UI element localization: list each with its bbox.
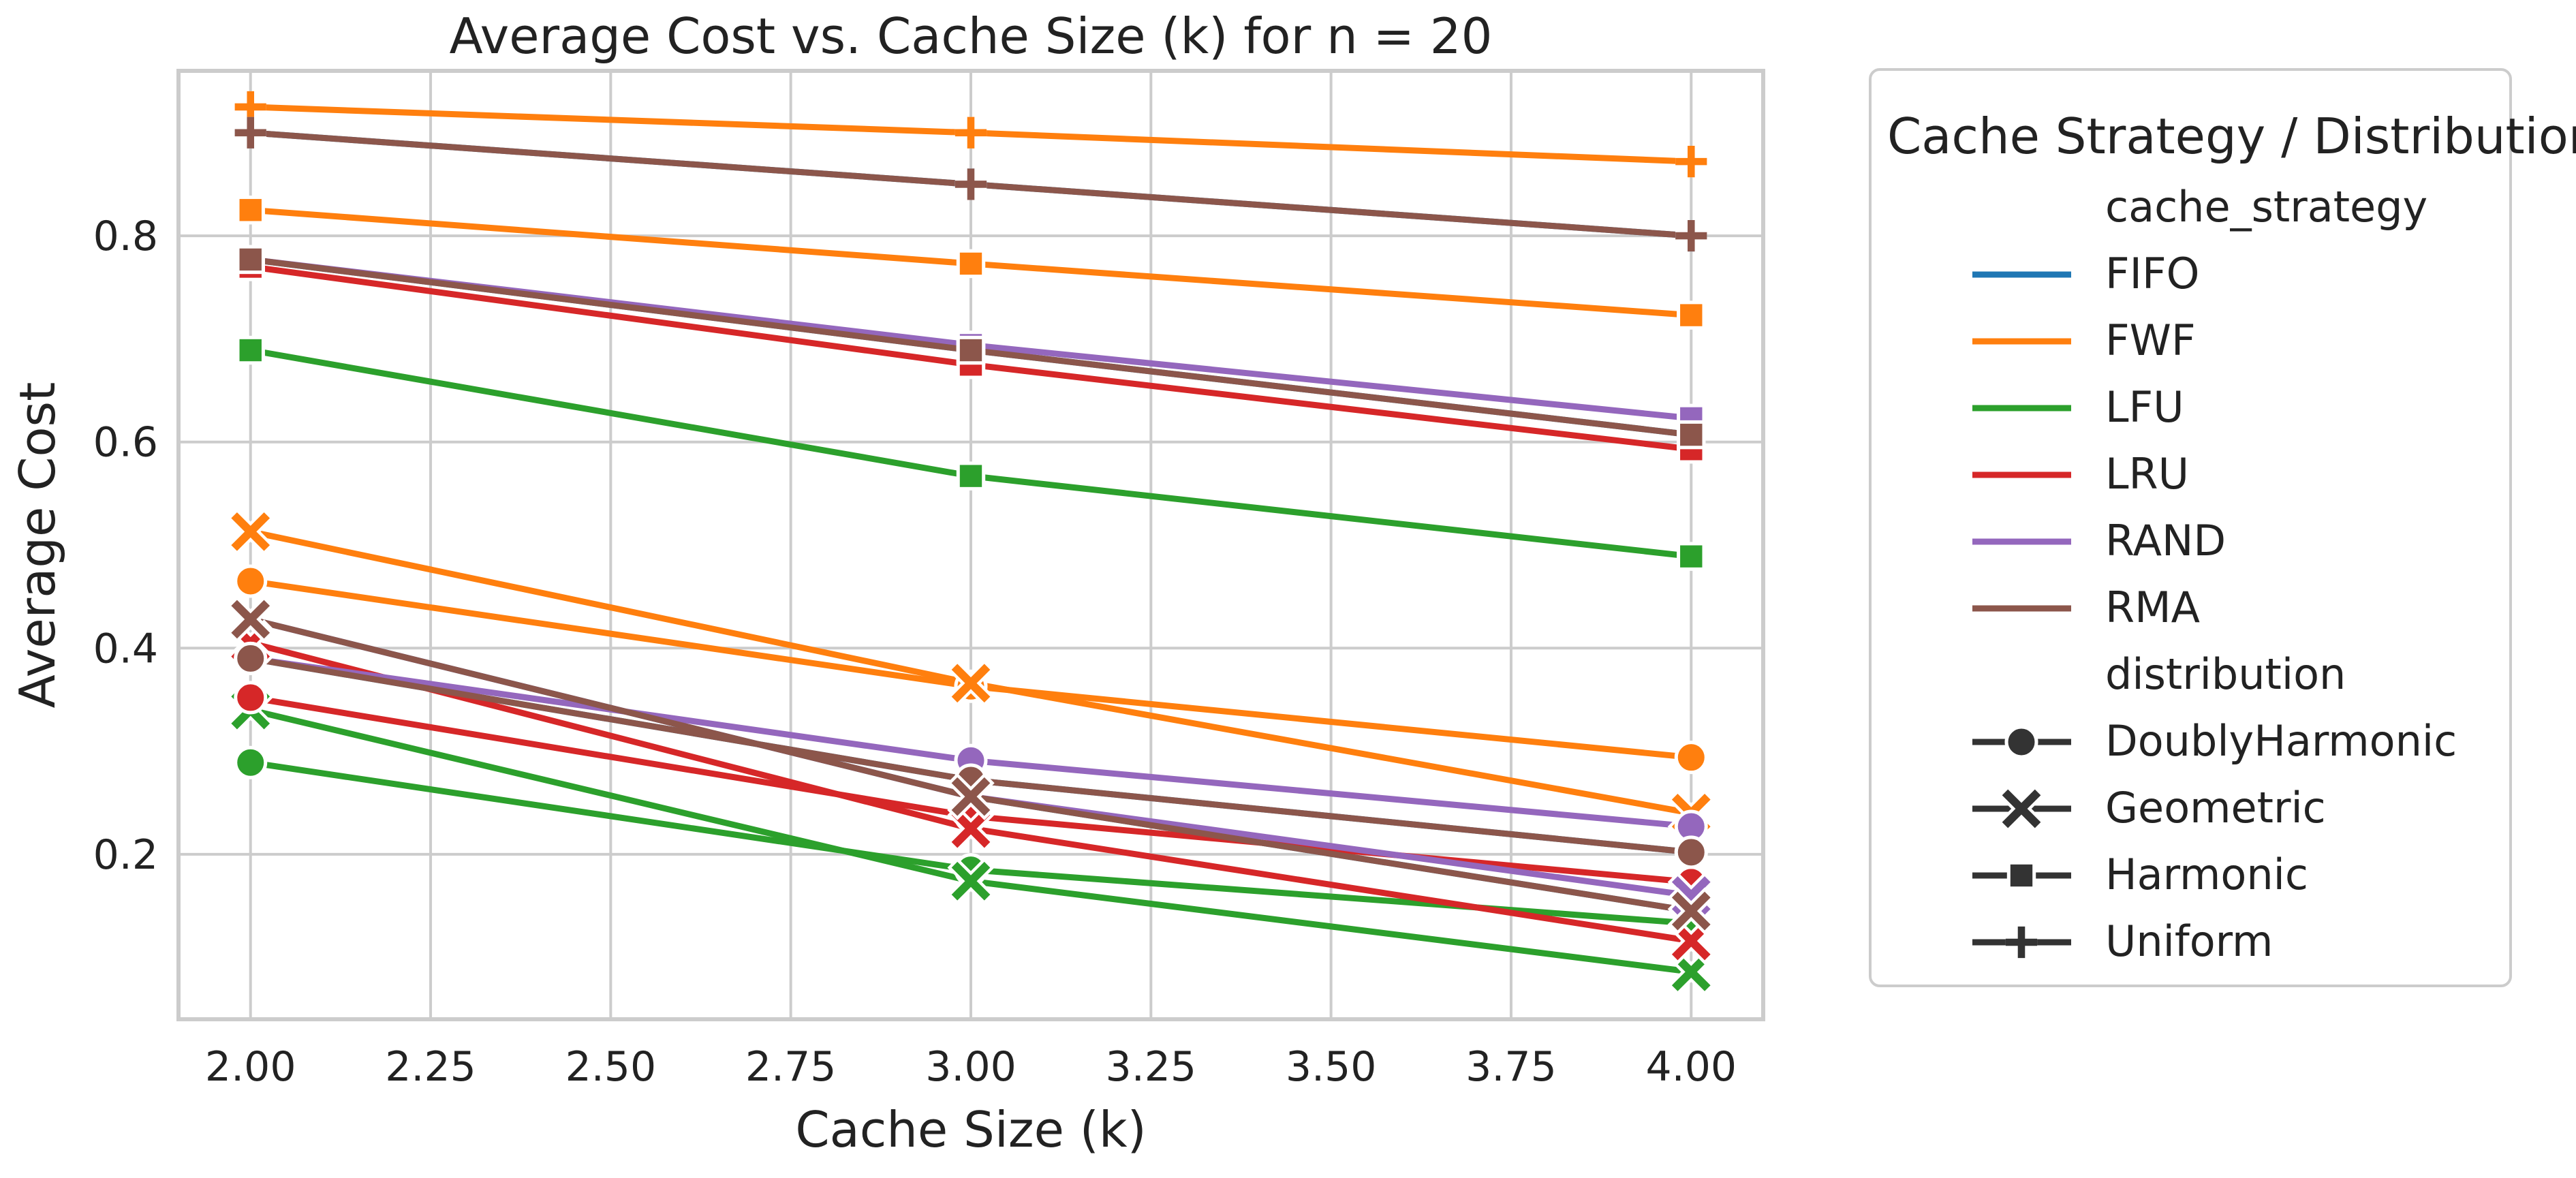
data-point-rma-doublyharmonic bbox=[234, 641, 268, 675]
series-markers bbox=[227, 91, 1715, 995]
legend-label-lfu: LFU bbox=[2105, 382, 2184, 432]
legend-marker-uniform bbox=[2005, 926, 2038, 959]
data-point-rma-geometric bbox=[947, 773, 995, 820]
data-point-rma-geometric bbox=[227, 595, 275, 643]
data-point-lfu-harmonic bbox=[1677, 542, 1706, 571]
legend-title: Cache Strategy / Distribution bbox=[1887, 108, 2576, 165]
data-point-fwf-doublyharmonic bbox=[1674, 741, 1708, 775]
y-axis-label: Average Cost bbox=[9, 382, 66, 709]
legend-items: cache_strategy FIFO FWF LFU LRU RAND RMA distri… bbox=[1972, 182, 2457, 966]
legend-label-fwf: FWF bbox=[2105, 315, 2196, 365]
legend-label-harmonic: Harmonic bbox=[2105, 850, 2308, 899]
data-point-rma-harmonic bbox=[1677, 420, 1706, 450]
x-tick-label: 2.50 bbox=[565, 1043, 657, 1091]
legend-frame bbox=[1869, 68, 2512, 987]
y-tick-label: 0.4 bbox=[93, 625, 158, 672]
legend-label-rand: RAND bbox=[2105, 516, 2226, 565]
x-tick-labels: 2.00 2.25 2.50 2.75 3.00 3.25 3.50 3.75 4.00 bbox=[205, 1043, 1737, 1091]
data-point-lfu-geometric bbox=[1667, 948, 1715, 995]
data-point-rma-harmonic bbox=[236, 245, 265, 275]
data-point-rma-uniform bbox=[955, 168, 987, 200]
data-point-fwf-uniform bbox=[1675, 146, 1707, 178]
data-point-rma-uniform bbox=[234, 117, 266, 149]
data-point-fwf-harmonic bbox=[236, 196, 265, 225]
y-tick-labels: 0.2 0.4 0.6 0.8 bbox=[93, 213, 158, 879]
data-point-lru-geometric bbox=[1667, 917, 1715, 965]
data-point-rma-geometric bbox=[1667, 887, 1715, 935]
x-tick-label: 2.75 bbox=[745, 1043, 837, 1091]
x-tick-label: 3.75 bbox=[1465, 1043, 1557, 1091]
legend-label-doublyharmonic: DoublyHarmonic bbox=[2105, 716, 2457, 766]
data-point-lru-geometric bbox=[947, 805, 995, 852]
legend-marker-doublyharmonic bbox=[2004, 725, 2038, 759]
legend-marker-harmonic bbox=[2006, 861, 2036, 890]
y-tick-label: 0.8 bbox=[93, 213, 158, 260]
legend-label-uniform: Uniform bbox=[2105, 916, 2273, 966]
x-tick-label: 4.00 bbox=[1645, 1043, 1737, 1091]
data-point-lfu-harmonic bbox=[236, 335, 265, 365]
legend-label-fifo: FIFO bbox=[2105, 249, 2199, 298]
legend: Cache Strategy / Distribution cache_stra… bbox=[1869, 68, 2576, 987]
x-tick-label: 3.50 bbox=[1286, 1043, 1377, 1091]
data-point-fwf-geometric bbox=[947, 660, 995, 707]
data-point-rma-doublyharmonic bbox=[1674, 835, 1708, 869]
data-point-rma-harmonic bbox=[956, 335, 986, 365]
data-point-lfu-harmonic bbox=[956, 461, 986, 491]
data-point-lfu-geometric bbox=[947, 857, 995, 905]
x-tick-label: 3.00 bbox=[925, 1043, 1017, 1091]
legend-marker-geometric bbox=[1998, 785, 2045, 833]
x-tick-label: 2.25 bbox=[385, 1043, 476, 1091]
data-point-fwf-geometric bbox=[227, 508, 275, 555]
chart-title: Average Cost vs. Cache Size (k) for n = … bbox=[450, 7, 1493, 65]
data-point-rma-uniform bbox=[1675, 219, 1707, 252]
data-point-lfu-doublyharmonic bbox=[234, 745, 268, 779]
data-point-fwf-harmonic bbox=[956, 249, 986, 279]
y-tick-label: 0.6 bbox=[93, 419, 158, 467]
legend-label-lru: LRU bbox=[2105, 449, 2189, 499]
x-tick-label: 2.00 bbox=[205, 1043, 296, 1091]
data-point-fwf-harmonic bbox=[1677, 300, 1706, 330]
data-point-fwf-doublyharmonic bbox=[234, 564, 268, 598]
legend-hue-title: cache_strategy bbox=[2105, 182, 2427, 232]
x-axis-label: Cache Size (k) bbox=[795, 1101, 1146, 1158]
legend-label-geometric: Geometric bbox=[2105, 783, 2326, 833]
plot-frame bbox=[176, 69, 1765, 1021]
legend-style-title: distribution bbox=[2105, 649, 2346, 699]
data-point-fwf-uniform bbox=[955, 117, 987, 149]
legend-label-rma: RMA bbox=[2105, 583, 2200, 632]
data-point-lru-doublyharmonic bbox=[234, 681, 268, 715]
x-tick-label: 3.25 bbox=[1106, 1043, 1197, 1091]
y-tick-label: 0.2 bbox=[93, 831, 158, 879]
